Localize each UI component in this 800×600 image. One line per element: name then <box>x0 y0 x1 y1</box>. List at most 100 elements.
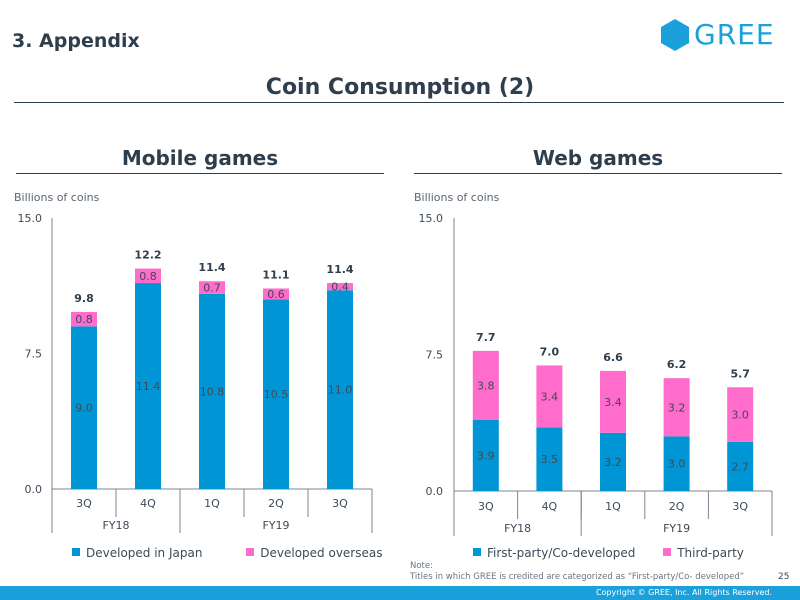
mobile-bar-segment <box>71 326 97 489</box>
web-bar-segment <box>472 350 499 421</box>
mobile-bar-segment <box>135 283 161 489</box>
legend-item-developed-in-japan: Developed in Japan <box>72 546 202 560</box>
web-group-label: FY18 <box>504 522 531 535</box>
web-category-label: 2Q <box>669 500 685 513</box>
mobile-data-label: 9.0 <box>75 402 93 415</box>
mobile-data-label: 10.8 <box>200 385 225 398</box>
web-games-title: Web games <box>532 146 664 170</box>
web-data-label: 3.2 <box>668 401 686 414</box>
mobile-y-tick-label: 0.0 <box>25 483 43 496</box>
mobile-bar-segment <box>199 293 225 489</box>
mobile-data-label: 0.8 <box>139 270 157 283</box>
section-title: 3. Appendix <box>12 30 140 52</box>
web-games-divider <box>414 173 782 174</box>
web-category-label: 3Q <box>478 500 494 513</box>
mobile-bar-segment <box>327 290 353 489</box>
web-category-label: 3Q <box>732 500 748 513</box>
footer-bar: Copyright © GREE, Inc. All Rights Reserv… <box>0 586 800 600</box>
legend-label: Developed overseas <box>260 546 383 560</box>
gree-logo: GREE <box>660 18 778 52</box>
mobile-bar-segment <box>71 311 97 327</box>
web-games-unit-label: Billions of coins <box>414 191 500 204</box>
web-bar-segment <box>663 378 690 437</box>
mobile-category-label: 3Q <box>76 497 92 510</box>
web-y-tick-label: 0.0 <box>426 485 444 498</box>
web-bar-segment <box>727 387 754 442</box>
web-total-label: 7.0 <box>540 345 560 358</box>
mobile-bar-segment <box>263 288 289 300</box>
mobile-data-label: 0.4 <box>331 281 349 294</box>
mobile-category-label: 2Q <box>268 497 284 510</box>
mobile-games-legend: Developed in Japan Developed overseas <box>72 546 382 560</box>
mobile-data-label: 11.0 <box>328 384 353 397</box>
hexagon-logo-icon <box>661 19 689 51</box>
web-data-label: 3.5 <box>541 453 559 466</box>
web-total-label: 6.6 <box>603 351 623 364</box>
mobile-total-label: 11.4 <box>326 263 353 276</box>
web-bar-segment <box>600 432 626 491</box>
mobile-total-label: 12.2 <box>134 249 161 262</box>
legend-swatch-primary <box>72 548 80 556</box>
mobile-bar-segment <box>263 299 289 489</box>
web-bar-segment <box>536 427 563 491</box>
mobile-data-label: 0.8 <box>75 313 93 326</box>
mobile-bar-segment <box>199 281 225 294</box>
footnote: Note: Titles in which GREE is credited a… <box>410 561 744 583</box>
mobile-category-label: 1Q <box>204 497 220 510</box>
web-total-label: 7.7 <box>476 331 496 344</box>
web-data-label: 3.4 <box>541 390 559 403</box>
web-total-label: 5.7 <box>730 367 750 380</box>
mobile-y-tick-label: 7.5 <box>25 348 43 361</box>
mobile-group-label: FY18 <box>102 519 129 532</box>
legend-label: First-party/Co-developed <box>487 546 636 560</box>
footnote-text: Titles in which GREE is credited are cat… <box>410 572 745 582</box>
legend-item-developed-overseas: Developed overseas <box>246 546 382 560</box>
mobile-games-unit-label: Billions of coins <box>14 191 100 204</box>
mobile-bar-segment <box>327 283 353 291</box>
page-title: Coin Consumption (2) <box>265 75 535 100</box>
web-bar-segment <box>536 365 563 428</box>
mobile-data-label: 0.7 <box>203 282 221 295</box>
web-bar-segment <box>472 420 499 491</box>
web-data-label: 3.0 <box>731 409 749 422</box>
legend-item-third-party: Third-party <box>663 546 744 560</box>
web-games-legend: First-party/Co-developed Third-party <box>473 546 744 560</box>
web-total-label: 6.2 <box>667 358 687 371</box>
web-y-tick-label: 15.0 <box>419 212 444 225</box>
mobile-bar-segment <box>135 268 161 284</box>
web-category-label: 1Q <box>605 500 621 513</box>
mobile-data-label: 11.4 <box>136 380 161 393</box>
web-data-label: 2.7 <box>731 460 749 473</box>
web-bar-segment <box>663 436 690 491</box>
legend-label: Third-party <box>677 546 744 560</box>
web-data-label: 3.4 <box>604 396 622 409</box>
footnote-heading: Note: <box>410 561 433 571</box>
mobile-data-label: 0.6 <box>267 288 285 301</box>
web-bar-segment <box>600 370 626 433</box>
page-number: 25 <box>778 572 790 582</box>
mobile-group-label: FY19 <box>262 519 289 532</box>
title-divider <box>14 102 784 103</box>
logo-text: GREE <box>694 18 775 51</box>
mobile-data-label: 10.5 <box>264 388 289 401</box>
web-data-label: 3.8 <box>477 379 495 392</box>
mobile-y-tick-label: 15.0 <box>18 212 43 225</box>
mobile-category-label: 3Q <box>332 497 348 510</box>
web-bar-segment <box>727 441 754 491</box>
mobile-total-label: 11.4 <box>198 261 225 274</box>
legend-swatch-secondary <box>246 548 255 556</box>
legend-item-first-party: First-party/Co-developed <box>473 546 635 560</box>
web-data-label: 3.9 <box>477 450 495 463</box>
mobile-total-label: 9.8 <box>74 292 94 305</box>
web-data-label: 3.2 <box>604 456 622 469</box>
legend-label: Developed in Japan <box>86 546 203 560</box>
mobile-category-label: 4Q <box>140 497 156 510</box>
mobile-total-label: 11.1 <box>262 268 289 281</box>
legend-swatch-primary <box>473 548 481 556</box>
mobile-games-title: Mobile games <box>121 146 279 170</box>
web-y-tick-label: 7.5 <box>426 349 444 362</box>
web-category-label: 4Q <box>542 500 558 513</box>
legend-swatch-secondary <box>663 548 672 556</box>
web-data-label: 3.0 <box>668 458 686 471</box>
